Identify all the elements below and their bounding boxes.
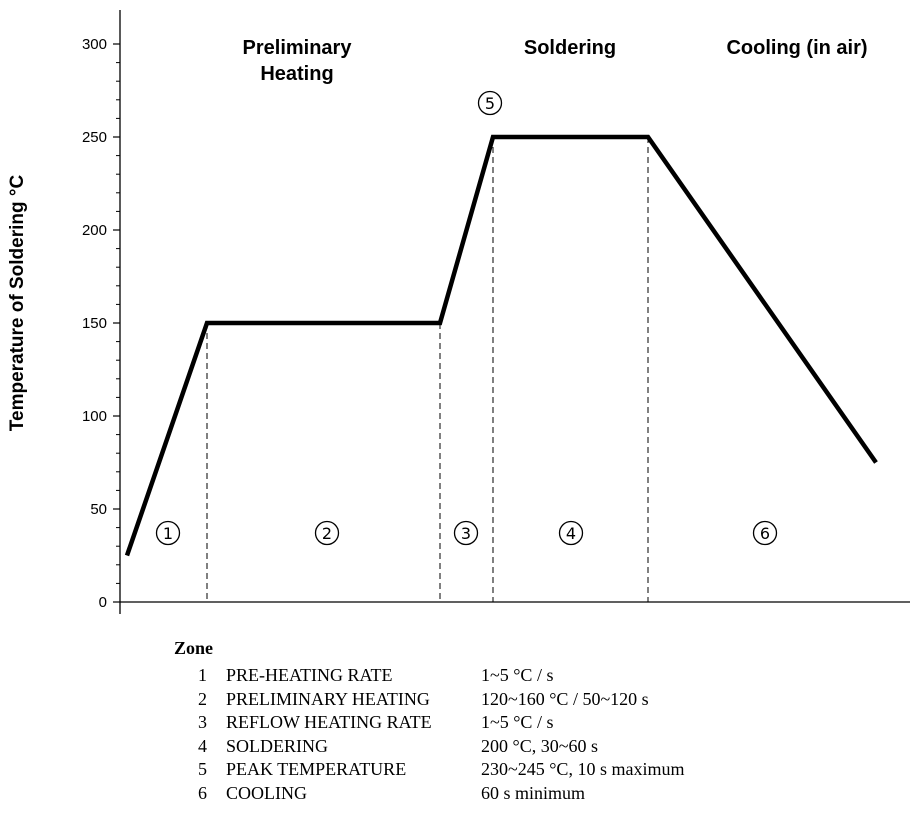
zone-marker-circle [453, 520, 479, 546]
phase-label: Soldering [524, 37, 616, 59]
legend-row: 5 PEAK TEMPERATURE 230~245 °C, 10 s maximu… [174, 758, 684, 782]
zone-marker-circle [477, 90, 503, 116]
axes: 0 50 100 150 200 250 300 [82, 10, 910, 614]
temperature-profile [124, 134, 878, 557]
y-tick-label: 50 [90, 501, 107, 518]
y-tick-label: 100 [82, 408, 107, 425]
soldering-profile-chart: 0 50 100 150 200 250 300 Preliminary Heating Sol… [7, 10, 910, 614]
zone-marker-circle [558, 520, 584, 546]
y-tick-label: 200 [82, 222, 107, 239]
legend-zone-name: PEAK TEMPERATURE [226, 759, 407, 779]
legend-zone-value: 120~160 °C / 50~120 s [481, 688, 649, 709]
legend-row: 2 PRELIMINARY HEATING 120~160 °C / 50~120 … [174, 688, 684, 712]
legend-rows: 1 PRE-HEATING RATE 1~5 °C / s 2 PRELIMINARY … [174, 664, 684, 805]
phase-label: Preliminary [243, 37, 353, 59]
zone-marker-number: 2 [322, 524, 332, 543]
legend-zone-name: PRE-HEATING RATE [226, 665, 393, 685]
legend-zone-value: 200 °C, 30~60 s [481, 735, 598, 756]
profile-line [124, 134, 878, 557]
zone-markers: 1 2 3 4 5 6 [155, 90, 778, 546]
zone-guides [206, 137, 649, 602]
y-tick-label: 0 [99, 594, 107, 611]
legend-zone-value: 230~245 °C, 10 s maximum [481, 759, 685, 779]
zone-marker-circle [314, 520, 340, 546]
legend-zone-number: 1 [198, 665, 207, 685]
legend-zone-name: PRELIMINARY HEATING [226, 688, 430, 709]
legend-zone-name: REFLOW HEATING RATE [226, 712, 432, 732]
legend-zone-number: 2 [198, 688, 207, 709]
phase-labels: Preliminary Heating Soldering Cooling (in a… [243, 37, 868, 85]
zone-marker-circle [752, 520, 778, 546]
legend-row: 4 SOLDERING 200 °C, 30~60 s [174, 735, 684, 759]
legend-zone-number: 3 [198, 712, 207, 732]
zone-marker-circle [155, 520, 181, 546]
legend-zone-name: SOLDERING [226, 735, 328, 756]
zone-marker-number: 3 [461, 524, 471, 543]
zone-marker-number: 1 [163, 524, 173, 543]
zone-marker-number: 5 [485, 94, 495, 113]
y-axis-label: Temperature of Soldering °C [7, 175, 28, 432]
legend-title: Zone [174, 638, 214, 658]
legend-zone-number: 5 [198, 759, 207, 779]
legend-zone-value: 60 s minimum [481, 782, 586, 803]
zone-marker-number: 6 [760, 524, 770, 543]
y-tick-label: 250 [82, 129, 107, 146]
zone-legend: Zone 1 PRE-HEATING RATE 1~5 °C / s 2 PRELIMI… [174, 638, 684, 805]
legend-row: 6 COOLING 60 s minimum [174, 782, 684, 806]
phase-label-line2: Heating [260, 63, 333, 85]
legend-zone-number: 4 [198, 735, 207, 756]
legend-zone-name: COOLING [226, 782, 307, 803]
legend-zone-number: 6 [198, 782, 207, 803]
phase-label: Cooling (in air) [726, 37, 867, 59]
y-tick-label: 150 [82, 315, 107, 332]
legend-row: 1 PRE-HEATING RATE 1~5 °C / s [174, 664, 684, 688]
y-tick-label: 300 [82, 36, 107, 53]
zone-marker-number: 4 [566, 524, 576, 543]
legend-zone-value: 1~5 °C / s [481, 665, 554, 685]
legend-zone-value: 1~5 °C / s [481, 712, 554, 732]
legend-row: 3 REFLOW HEATING RATE 1~5 °C / s [174, 711, 684, 735]
